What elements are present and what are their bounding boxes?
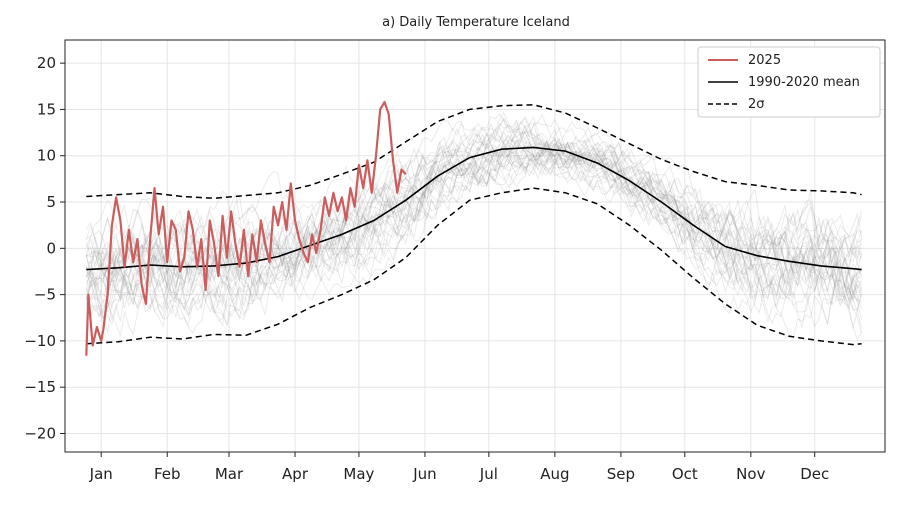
historical-years-envelope [85,111,863,342]
chart-title: a) Daily Temperature Iceland [382,15,570,30]
historical-year-line [85,138,863,313]
series-2025-line [85,100,407,356]
x-tick-label-nov: Nov [736,465,765,483]
historical-year-line [85,132,863,328]
x-tick-label-sep: Sep [607,465,635,483]
y-tick-label: −5 [34,286,56,304]
historical-year-line [85,135,863,285]
x-tick-label-jan: Jan [89,465,113,483]
legend-box [697,46,881,118]
legend-label-mean: 1990-2020 mean [748,75,860,90]
historical-year-line [86,124,862,282]
y-tick-label: −15 [24,378,56,396]
historical-year-line [85,129,863,329]
x-tick-label-oct: Oct [672,465,698,483]
historical-year-line [85,115,862,293]
historical-year-line [85,129,862,314]
historical-year-line [85,141,863,338]
historical-year-line [85,143,863,334]
historical-year-line [85,140,863,334]
x-tick-label-may: May [343,465,374,483]
y-tick-label: 20 [37,54,56,72]
historical-year-line [86,149,863,333]
y-tick-label: 10 [37,147,56,165]
y-tick-label: 15 [37,100,56,118]
historical-year-line [85,150,863,342]
historical-year-line [85,138,862,328]
y-tick-label: 0 [46,239,56,257]
x-tick-label-apr: Apr [282,465,309,483]
y-tick-label: 5 [46,193,56,211]
plot-frame [64,39,886,453]
historical-year-line [85,131,862,328]
x-tick-label-jun: Jun [412,465,436,483]
legend-label-2sigma: 2σ [748,97,765,112]
historical-year-line [85,115,863,297]
series-layer [85,100,862,356]
legend: 2025 1990-2020 mean 2σ [697,46,881,118]
legend-label-2025: 2025 [748,53,781,68]
historical-year-line [85,117,863,319]
historical-year-line [85,121,863,327]
y-tick-label: −20 [24,424,56,442]
historical-year-line [85,126,862,307]
historical-year-line [85,142,862,315]
x-tick-label-jul: Jul [479,465,498,483]
x-tick-label-aug: Aug [540,465,569,483]
x-axis: Jan Feb Mar Apr May Jun Jul Aug Sep Oct Nov Dec [89,452,829,483]
x-tick-label-dec: Dec [800,465,829,483]
x-tick-label-feb: Feb [154,465,181,483]
y-tick-label: −10 [24,332,56,350]
y-axis: 20 15 10 5 0 −5 −10 −15 −20 [24,54,65,442]
lower-2sigma-line [86,187,862,346]
historical-year-line [85,122,863,276]
upper-2sigma-line [86,104,862,200]
x-tick-label-mar: Mar [215,465,244,483]
historical-year-line [85,136,863,299]
